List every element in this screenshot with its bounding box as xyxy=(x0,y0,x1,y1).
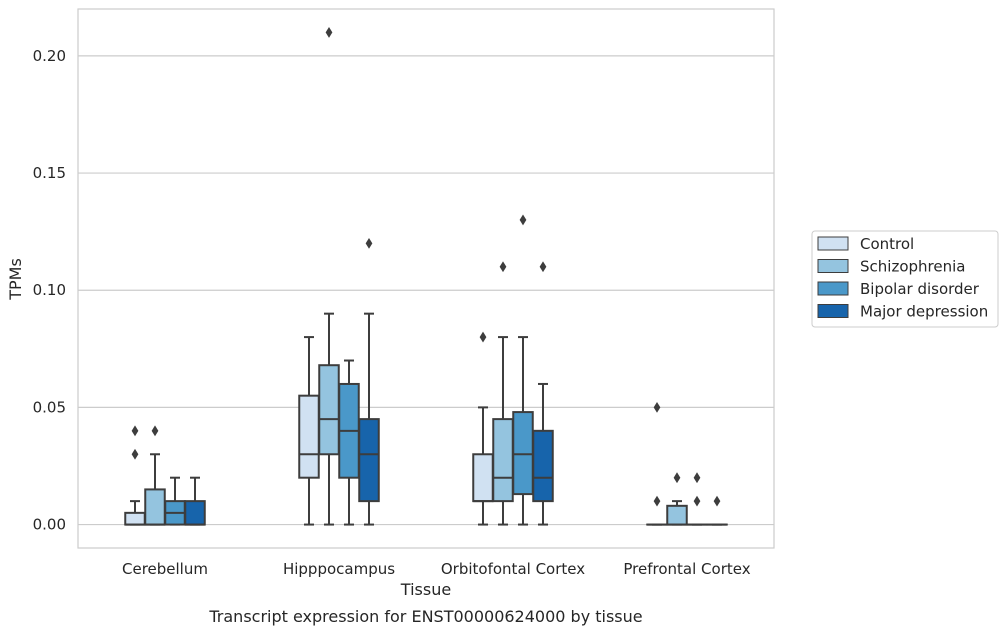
box-bipolar-disorder xyxy=(164,476,186,526)
box-control xyxy=(298,336,320,526)
legend-swatch xyxy=(817,259,849,273)
outlier-point xyxy=(479,331,487,343)
outlier-point xyxy=(325,27,333,38)
outlier-point xyxy=(131,448,139,460)
y-tick-labels: 0.00 0.05 0.10 0.15 0.20 xyxy=(33,47,66,534)
x-axis-label: Tissue xyxy=(400,580,451,599)
outlier-point xyxy=(365,237,373,249)
box-body xyxy=(492,418,514,503)
outlier-point xyxy=(673,472,681,484)
legend-swatch xyxy=(817,236,849,251)
x-tick-label: Hipppocampus xyxy=(283,560,395,578)
y-tick-label: 0.00 xyxy=(33,516,66,534)
x-tick-label: Orbitofontal Cortex xyxy=(441,560,585,578)
box-schizophrenia xyxy=(666,472,688,526)
plot-frame xyxy=(77,8,775,549)
y-tick-label: 0.20 xyxy=(33,47,66,65)
legend-label: Schizophrenia xyxy=(860,258,965,276)
x-tick-labels: Cerebellum Hipppocampus Orbitofontal Corte… xyxy=(122,560,751,578)
outlier-point xyxy=(539,261,547,273)
box-major-depression xyxy=(532,261,554,526)
outlier-point xyxy=(151,425,159,437)
box-bipolar-disorder xyxy=(338,359,360,526)
box-control xyxy=(472,331,494,526)
legend-label: Bipolar disorder xyxy=(860,280,980,298)
outlier-point xyxy=(693,495,701,507)
y-tick-label: 0.10 xyxy=(33,281,66,299)
legend-label: Control xyxy=(860,235,914,253)
box-body xyxy=(184,500,206,526)
plot-area xyxy=(78,9,774,548)
outlier-point xyxy=(653,495,661,507)
y-tick-label: 0.05 xyxy=(33,398,66,416)
y-tick-label: 0.15 xyxy=(33,164,66,182)
outlier-point xyxy=(713,495,721,507)
legend-label: Major depression xyxy=(860,303,988,321)
box-body xyxy=(144,488,166,526)
chart-caption: Transcript expression for ENST0000062400… xyxy=(208,607,642,626)
x-tick-label: Cerebellum xyxy=(122,560,208,578)
legend: Control Schizophrenia Bipolar disorder Majo… xyxy=(811,230,999,328)
legend-swatch xyxy=(817,281,849,296)
box-body xyxy=(124,511,146,526)
box-body xyxy=(512,411,534,496)
legend-frame xyxy=(811,230,999,328)
box-body xyxy=(298,394,320,479)
outlier-point xyxy=(693,472,701,484)
box-major-depression xyxy=(184,476,206,526)
outlier-point xyxy=(519,214,527,226)
box-body xyxy=(358,418,380,503)
box-major-depression xyxy=(358,237,380,526)
box-major-depression xyxy=(706,495,728,526)
box-groups xyxy=(124,27,728,526)
y-axis-label: TPMs xyxy=(6,258,25,301)
box-body xyxy=(318,364,340,456)
x-tick-label: Prefrontal Cortex xyxy=(623,560,750,578)
outlier-point xyxy=(653,401,661,413)
outlier-point xyxy=(131,425,139,437)
legend-swatch xyxy=(817,304,849,318)
outlier-point xyxy=(499,261,507,273)
box-body xyxy=(532,429,554,503)
box-body xyxy=(472,453,494,503)
box-body xyxy=(666,504,688,526)
